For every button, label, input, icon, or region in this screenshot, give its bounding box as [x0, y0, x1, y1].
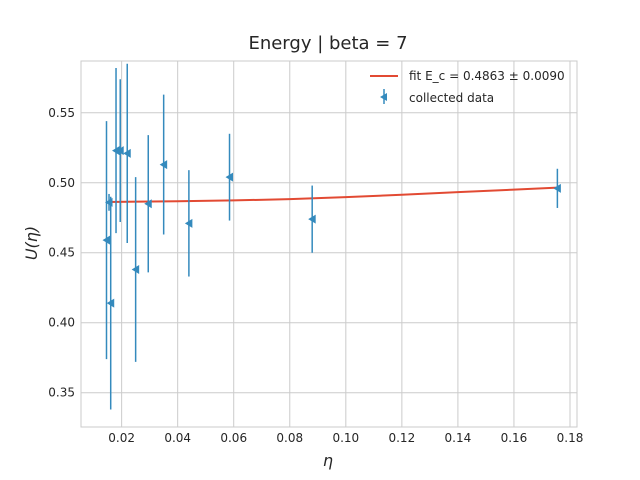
data-marker — [123, 148, 131, 158]
data-point — [112, 67, 120, 234]
y-tick-label: 0.45 — [48, 246, 75, 260]
data-point — [553, 168, 561, 208]
data-point — [159, 94, 168, 235]
y-tick-label: 0.40 — [48, 316, 75, 330]
data-marker — [553, 183, 561, 193]
fit-line-layer — [106, 186, 558, 203]
plot-area-frame — [80, 60, 578, 428]
data-marker — [225, 172, 234, 182]
data-marker — [112, 146, 120, 156]
data-marker — [131, 265, 140, 275]
data-point — [308, 185, 316, 253]
y-tick-label: 0.50 — [48, 176, 75, 190]
legend-data-swatch — [380, 89, 387, 104]
y-tick-label: 0.55 — [48, 106, 75, 120]
data-marker — [159, 160, 168, 170]
data-point — [225, 133, 234, 221]
x-tick-label: 0.16 — [501, 431, 528, 445]
data-point — [184, 170, 193, 277]
y-tick-label: 0.35 — [48, 386, 75, 400]
chart-title: Energy | beta = 7 — [248, 33, 407, 54]
legend-fit-label: fit E_c = 0.4863 ± 0.0090 — [409, 69, 565, 83]
x-gridlines — [121, 61, 571, 427]
data-point — [106, 196, 115, 410]
data-marker — [184, 218, 193, 228]
legend: fit E_c = 0.4863 ± 0.0090 collected data — [370, 69, 565, 105]
x-tick-label: 0.10 — [332, 431, 359, 445]
data-point — [116, 79, 124, 222]
data-marker — [106, 298, 115, 308]
x-tick-label: 0.18 — [557, 431, 584, 445]
x-tick-label: 0.08 — [276, 431, 303, 445]
data-marker — [116, 146, 124, 156]
legend-data-label: collected data — [409, 91, 494, 105]
data-marker — [144, 199, 152, 209]
y-gridlines — [81, 112, 577, 394]
data-point — [131, 177, 140, 362]
data-point — [102, 121, 111, 360]
x-tick-label: 0.14 — [445, 431, 472, 445]
x-tick-label: 0.02 — [108, 431, 135, 445]
data-point — [123, 63, 131, 243]
x-tick-label: 0.06 — [220, 431, 247, 445]
x-tick-label: 0.04 — [164, 431, 191, 445]
x-tick-label: 0.12 — [388, 431, 415, 445]
data-point — [144, 135, 152, 273]
x-tick-labels: 0.02 0.04 0.06 0.08 0.10 0.12 0.14 0.16 0.18 — [108, 431, 583, 445]
x-axis-label: η — [323, 451, 333, 470]
fit-line — [106, 186, 558, 203]
data-marker — [102, 235, 111, 245]
data-marker — [308, 214, 316, 224]
y-tick-labels: 0.35 0.40 0.45 0.50 0.55 — [48, 106, 75, 400]
data-points-layer — [102, 63, 561, 410]
y-axis-label: U(η) — [22, 226, 41, 260]
